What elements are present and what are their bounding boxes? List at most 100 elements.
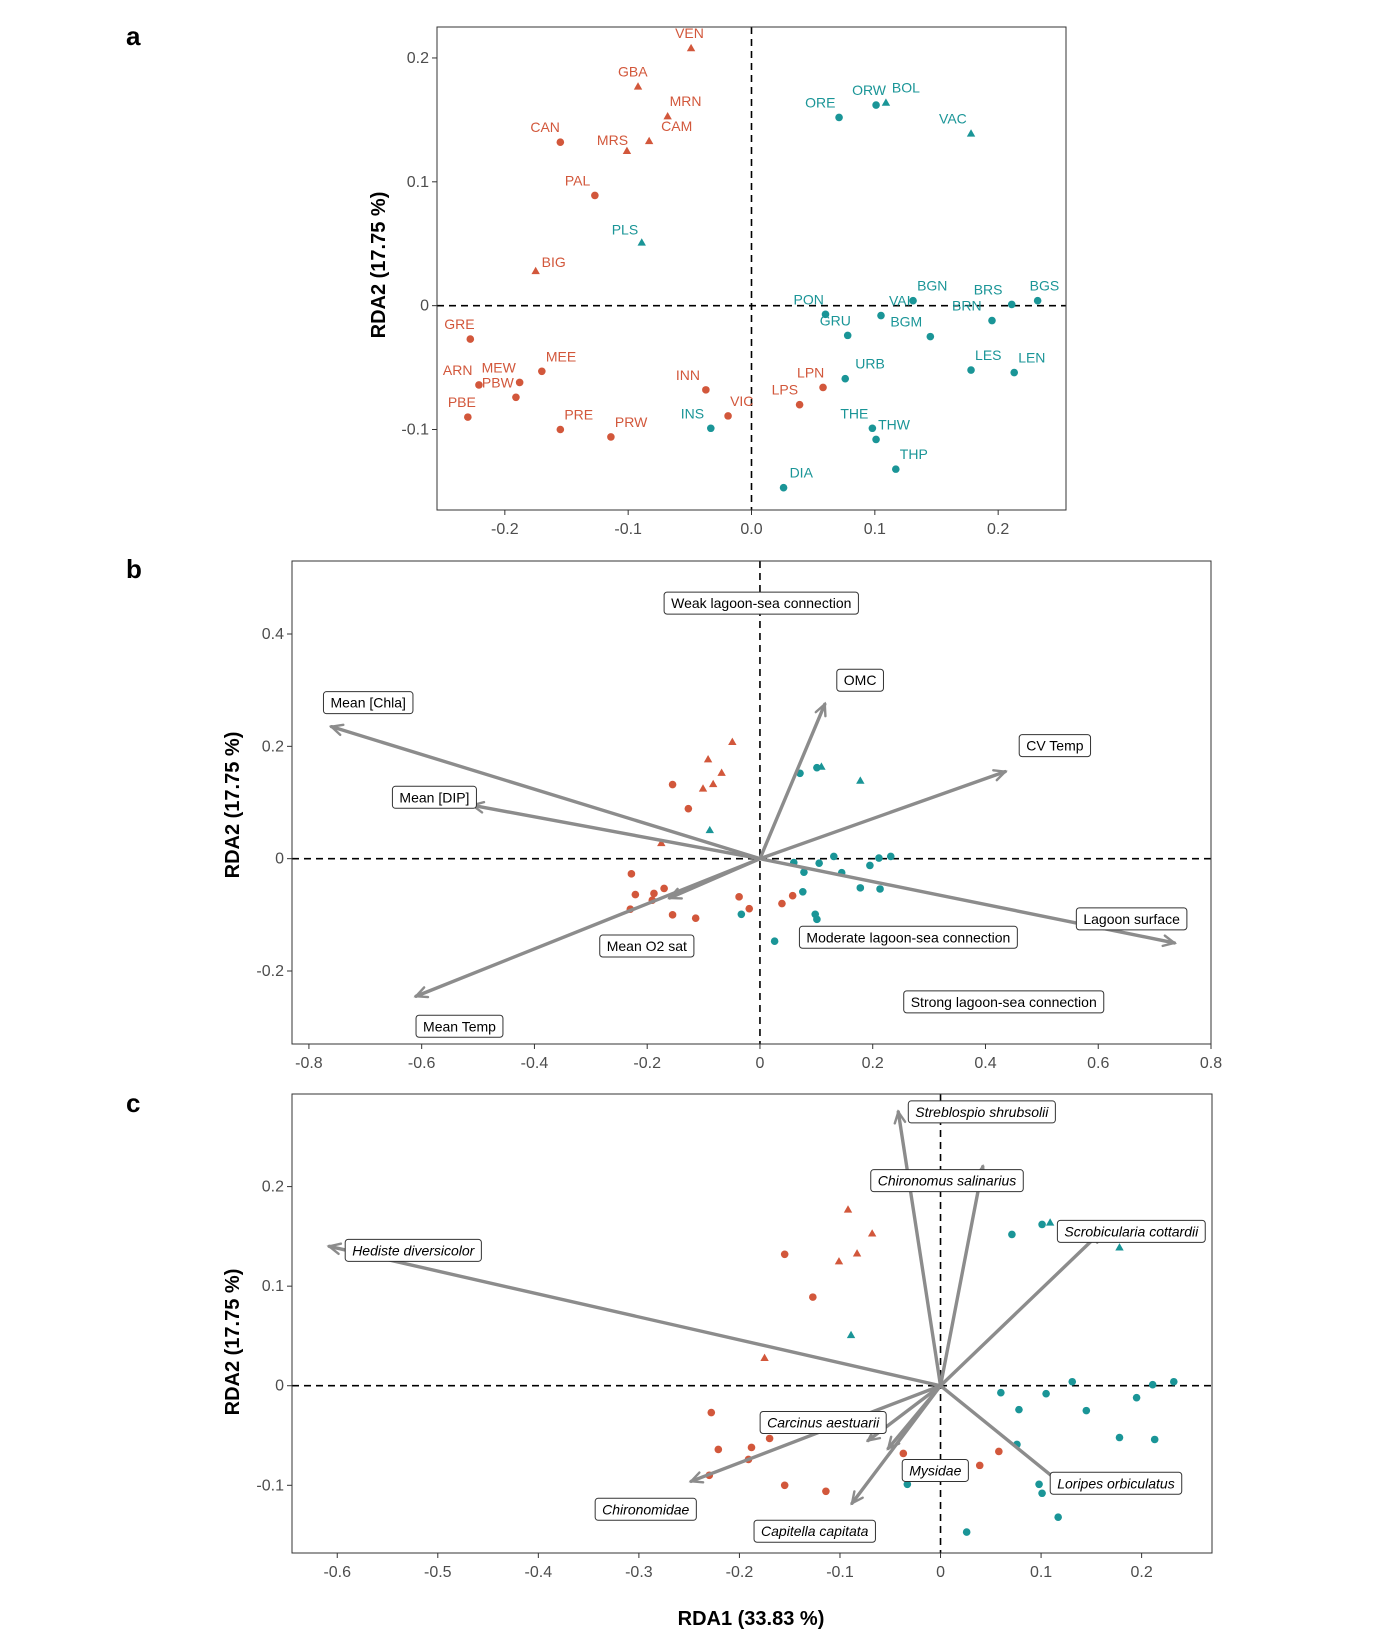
site-point-circle (691, 914, 700, 922)
panel-letter-a: a (126, 21, 141, 51)
site-point-triangle (1115, 1243, 1124, 1251)
site-point-triangle (760, 1353, 769, 1362)
site-point-triangle (846, 1330, 856, 1339)
panel-a-ylabel: RDA2 (17.75 %) (368, 192, 390, 339)
connection-annotation: Strong lagoon-sea connection (903, 990, 1105, 1014)
site-point-circle (800, 868, 808, 876)
site-label: GRE (444, 316, 474, 332)
site-point-circle (1115, 1433, 1124, 1442)
site-point-circle (1068, 1377, 1077, 1386)
site-point-circle (866, 861, 874, 870)
x-tick-label: 0.1 (1030, 1564, 1052, 1581)
site-point-circle (631, 890, 640, 899)
x-tick-label: -0.1 (826, 1564, 854, 1581)
site-point-circle (1132, 1393, 1141, 1402)
site-point-circle (1038, 1489, 1046, 1498)
vector-label-box (1075, 907, 1188, 931)
site-point-circle (650, 889, 658, 898)
site-point-circle (1054, 1513, 1062, 1521)
site-label: BRS (974, 281, 1003, 297)
site-point-circle (747, 1443, 756, 1452)
panel-b-ylabel: RDA2 (17.75 %) (222, 732, 244, 879)
site-label: LPS (772, 382, 798, 398)
vector-label-text: Chironomus salinarius (878, 1173, 1017, 1189)
site-point-circle (512, 393, 520, 402)
vector-label-text: Mean O2 sat (607, 938, 687, 954)
panel-letter-c: c (126, 1088, 140, 1118)
vector-arrowhead (326, 1242, 343, 1256)
vector-arrowhead (893, 1109, 907, 1125)
vector-label-text: Mysidae (909, 1462, 961, 1478)
site-point-triangle (686, 43, 696, 52)
site-point-circle (735, 893, 743, 901)
vector-label-box (836, 668, 884, 692)
vector-label: Loripes orbiculatus (1049, 1471, 1183, 1495)
site-label: THW (878, 416, 911, 432)
vector-label: Streblospio shrubsolii (907, 1100, 1056, 1124)
vector-label-text: Mean Temp (423, 1018, 496, 1034)
x-tick-label: -0.8 (295, 1055, 323, 1072)
vector-arrow (938, 1164, 985, 1388)
site-point-circle (1148, 1380, 1157, 1389)
x-tick-label: -0.2 (726, 1564, 754, 1581)
site-point-circle (1082, 1406, 1091, 1415)
panel-b-frame (291, 560, 1212, 1045)
site-point-circle (556, 138, 565, 146)
site-point-circle (903, 1480, 912, 1489)
site-point-circle (1010, 368, 1018, 377)
y-tick-label: -0.1 (256, 1477, 284, 1494)
site-point-circle (877, 311, 885, 320)
vector-arrow (327, 1244, 943, 1388)
vector-arrowhead (992, 769, 1008, 782)
site-point-circle (995, 1447, 1003, 1456)
y-tick-label: 0.2 (407, 50, 429, 67)
site-point-circle (856, 884, 865, 892)
panel-a-frame (436, 26, 1067, 511)
x-tick-label: -0.1 (614, 521, 642, 538)
x-tick-label: -0.4 (525, 1564, 553, 1581)
vector-arrow (886, 1384, 943, 1451)
site-point-triangle (881, 98, 891, 106)
vector-label-box (415, 1014, 504, 1038)
panel-c: c RDA2 (17.75 %) RDA1 (33.83 %) -0.6 -0.5… (126, 1088, 1213, 1630)
vector-arrow (470, 803, 762, 861)
x-tick-label: 0.2 (862, 1055, 884, 1072)
vector-label: Chironomus salinarius (870, 1169, 1024, 1193)
site-point-circle (795, 400, 804, 409)
vector-arrowhead (886, 1435, 901, 1451)
site-point-circle (515, 378, 524, 387)
connection-annotation-text: Strong lagoon-sea connection (911, 994, 1097, 1010)
site-label: DIA (790, 465, 814, 481)
vector-label: Lagoon surface (1075, 907, 1188, 931)
site-point-circle (962, 1528, 971, 1536)
site-point-circle (1015, 1405, 1023, 1414)
site-label: BGN (917, 278, 947, 294)
vector-label: Scrobicularia cottardii (1056, 1219, 1206, 1243)
site-point-circle (843, 331, 852, 340)
site-point-circle (899, 1449, 908, 1458)
vector-arrowhead (814, 701, 827, 718)
y-tick-label: 0 (275, 1378, 284, 1395)
site-point-circle (724, 412, 732, 420)
x-tick-label: -0.6 (323, 1564, 351, 1581)
site-point-triangle (728, 737, 737, 745)
site-label: PLS (612, 221, 638, 237)
site-point-circle (780, 1481, 789, 1490)
site-point-circle (819, 383, 827, 392)
connection-annotation: Moderate lagoon-sea connection (798, 925, 1018, 949)
site-label: THP (900, 446, 928, 462)
site-label: BIG (542, 254, 566, 270)
site-point-circle (809, 1293, 817, 1301)
site-label: PRE (564, 407, 593, 423)
site-label: PBE (448, 394, 476, 410)
site-label: CAN (530, 119, 560, 135)
site-label: VIC (730, 393, 753, 409)
site-point-circle (892, 465, 900, 473)
site-point-circle (926, 332, 935, 341)
vector-arrow (414, 856, 762, 998)
site-label: MEE (546, 348, 576, 364)
site-point-triangle (717, 768, 726, 776)
site-point-circle (821, 310, 830, 319)
vector-label-box (759, 1410, 887, 1434)
